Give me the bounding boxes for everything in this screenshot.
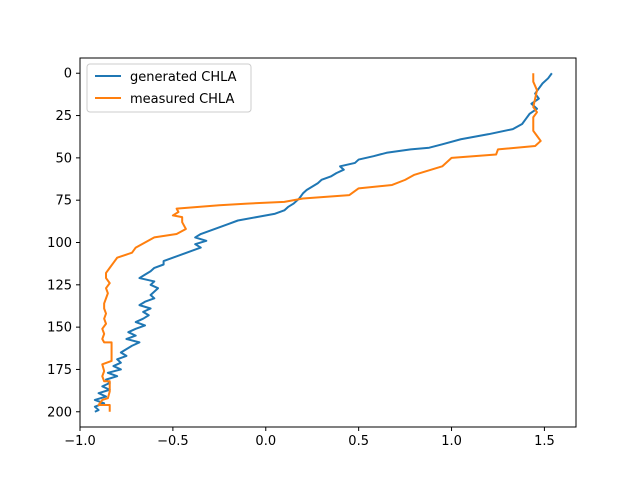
y-tick-label: 50 <box>55 151 72 166</box>
y-tick-label: 175 <box>47 363 72 378</box>
y-tick-label: 25 <box>55 109 72 124</box>
plot-area <box>80 58 576 427</box>
series-line-measured <box>97 73 542 412</box>
y-tick-label: 75 <box>55 194 72 209</box>
x-tick-label: 1.5 <box>534 434 555 449</box>
x-tick-label: 0.0 <box>255 434 276 449</box>
y-tick-label: 200 <box>47 405 72 420</box>
y-tick-label: 0 <box>64 67 72 82</box>
legend-box <box>86 63 252 113</box>
legend-label-generated: generated CHLA <box>130 70 237 85</box>
x-axis: −1.0 −0.5 0.0 0.5 1.0 1.5 <box>64 427 555 449</box>
y-tick-label: 100 <box>47 236 72 251</box>
series-layer <box>93 72 553 413</box>
x-tick-label: −0.5 <box>157 434 189 449</box>
y-tick-label: 150 <box>47 321 72 336</box>
y-axis: 0 25 50 75 100 125 150 175 200 <box>47 67 80 420</box>
x-tick-label: 0.5 <box>348 434 369 449</box>
legend: generated CHLA measured CHLA <box>86 63 252 113</box>
y-tick-label: 125 <box>47 278 72 293</box>
x-tick-label: 1.0 <box>441 434 462 449</box>
x-tick-label: −1.0 <box>64 434 96 449</box>
series-line-generated <box>93 72 553 413</box>
legend-label-measured: measured CHLA <box>130 92 234 107</box>
